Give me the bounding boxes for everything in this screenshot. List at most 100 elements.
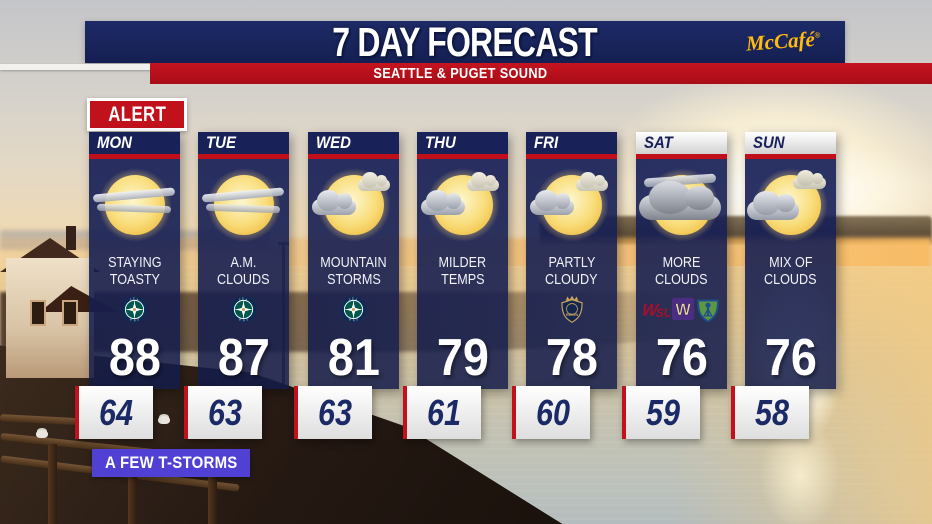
header-accent-stripe: [0, 64, 151, 70]
high-temp: 78: [545, 329, 598, 387]
svg-text:S: S: [356, 318, 358, 321]
svg-text:S: S: [130, 298, 132, 301]
background-house-window: [62, 300, 78, 326]
red-divider: [308, 154, 399, 159]
svg-text:E: E: [133, 297, 135, 300]
low-temp-box: 58: [731, 386, 809, 439]
seattle-sounders-icon: [697, 299, 719, 322]
red-divider: [745, 154, 836, 159]
condition-text: MIX OF CLOUDS: [764, 254, 817, 288]
low-temp-box: 63: [294, 386, 372, 439]
region-subtitle: SEATTLE & PUGET SOUND: [372, 65, 548, 82]
svg-text:A: A: [356, 298, 358, 301]
svg-text:E: E: [352, 297, 354, 300]
red-divider: [198, 154, 289, 159]
advisory-badge: A FEW T-STORMS: [92, 449, 250, 477]
day-label: FRI: [526, 132, 617, 154]
svg-text:S: S: [349, 298, 351, 301]
condition-text: MILDER TEMPS: [438, 254, 487, 288]
team-logos: WSU W: [636, 295, 727, 323]
condition-text: MOUNTAIN STORMS: [320, 254, 387, 288]
sun-small-clouds-icon: [416, 159, 509, 251]
red-divider: [417, 154, 508, 159]
wsu-cougars-icon: WSU: [643, 300, 670, 320]
high-temp: 81: [327, 329, 380, 387]
condition-text: PARTLY CLOUDY: [545, 254, 598, 288]
svg-text:R: R: [353, 319, 355, 322]
svg-text:W: W: [643, 300, 660, 319]
low-temp-box: 61: [403, 386, 481, 439]
high-temp: 79: [436, 329, 489, 387]
seattle-mariners-icon: S E AM R S: [121, 296, 148, 322]
svg-text:A: A: [137, 298, 139, 301]
subtitle-bar: SEATTLE & PUGET SOUND: [150, 63, 932, 84]
header-bar: 7 DAY FORECAST McCafé®: [85, 18, 845, 65]
forecast-column-fri: FRI PARTLY CLOUDY REIGN 78 60: [512, 132, 618, 439]
day-label: WED: [308, 132, 399, 154]
page-title: 7 DAY FORECAST: [332, 18, 598, 65]
background-house-window: [30, 300, 46, 326]
red-divider: [636, 154, 727, 159]
low-temp-box: 63: [184, 386, 262, 439]
background-house-roof: [0, 238, 100, 272]
day-label: SAT: [636, 132, 727, 154]
alert-badge: ALERT: [87, 98, 187, 131]
condition-text: A.M. CLOUDS: [217, 254, 270, 288]
forecast-column-sun: SUN MIX OF CLOUDS 76 58: [731, 132, 837, 439]
background-pier-post: [48, 444, 57, 524]
sun-wispy-clouds-icon: [197, 159, 290, 251]
condition-text: STAYING TOASTY: [107, 254, 162, 288]
seattle-mariners-icon: S E AM R S: [230, 296, 257, 322]
svg-text:S: S: [246, 318, 248, 321]
sun-small-clouds-icon: [525, 159, 618, 251]
svg-text:S: S: [137, 318, 139, 321]
day-label: TUE: [198, 132, 289, 154]
mccafe-sponsor-logo: McCafé®: [745, 26, 821, 56]
advisory-label: A FEW T-STORMS: [104, 453, 238, 472]
seagull: [36, 430, 48, 438]
svg-text:S: S: [239, 298, 241, 301]
red-divider: [89, 154, 180, 159]
high-temp: 87: [217, 329, 270, 387]
sun-wispy-clouds-icon: [88, 159, 181, 251]
svg-text:M: M: [239, 318, 241, 321]
high-temp: 76: [764, 329, 817, 387]
day-label: MON: [89, 132, 180, 154]
low-temp-box: 60: [512, 386, 590, 439]
low-temp-box: 64: [75, 386, 153, 439]
background-house: [6, 258, 94, 378]
team-logos: REIGN: [526, 295, 617, 323]
uw-huskies-icon: W: [671, 297, 695, 321]
seagull: [158, 416, 170, 424]
sun-small-clouds-icon: [307, 159, 400, 251]
seattle-mariners-icon: S E AM R S: [340, 296, 367, 322]
svg-text:REIGN: REIGN: [565, 312, 577, 317]
high-temp: 88: [108, 329, 161, 387]
red-divider: [526, 154, 617, 159]
svg-text:W: W: [675, 301, 691, 319]
svg-text:R: R: [134, 319, 136, 322]
svg-text:M: M: [130, 318, 132, 321]
svg-text:E: E: [242, 297, 244, 300]
day-label: SUN: [745, 132, 836, 154]
day-label: THU: [417, 132, 508, 154]
svg-text:A: A: [246, 298, 248, 301]
seattle-reign-fc-icon: REIGN: [560, 295, 583, 323]
sun-medium-clouds-icon: [744, 159, 837, 251]
condition-text: MORE CLOUDS: [655, 254, 708, 288]
alert-label: ALERT: [108, 102, 166, 126]
background-house-chimney: [66, 226, 76, 250]
svg-text:M: M: [349, 318, 351, 321]
high-temp: 76: [655, 329, 708, 387]
sun-heavy-clouds-icon: [635, 159, 728, 251]
forecast-column-thu: THU MILDER TEMPS 79 61: [403, 132, 509, 439]
svg-text:R: R: [243, 319, 245, 322]
